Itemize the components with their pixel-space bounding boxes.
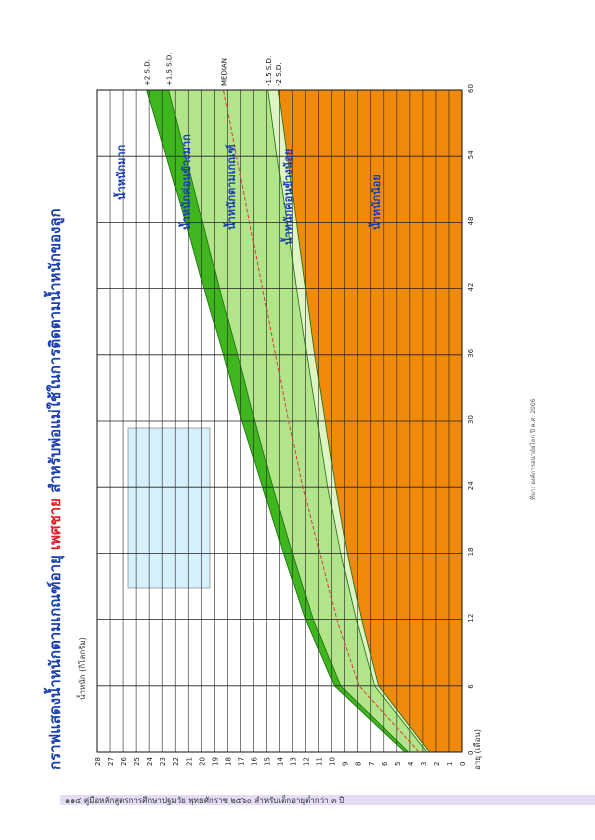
y-tick-label: 18: [224, 757, 232, 766]
y-tick-label: 22: [172, 757, 180, 766]
y-tick-label: 5: [394, 762, 402, 766]
y-tick-label: 8: [355, 762, 363, 766]
y-tick-label: 23: [159, 757, 167, 766]
x-tick-label: 54: [467, 150, 475, 159]
y-tick-label: 12: [303, 757, 311, 766]
plot-frame: [96, 89, 463, 753]
y-tick-label: 16: [250, 757, 258, 766]
y-tick-label: 13: [290, 757, 298, 766]
source-note: ที่มา: องค์การอนามัยโลก ปี ค.ศ. 2006: [529, 398, 537, 500]
series-line: [146, 89, 405, 753]
y-axis-label: น้ำหนัก (กิโลกรัม): [76, 637, 87, 700]
series-label: +2 S.D.: [144, 59, 152, 86]
y-tick-label: 15: [263, 757, 271, 766]
series-label: -1.5 S.D.: [265, 56, 273, 86]
y-tick-label: 14: [277, 757, 285, 766]
y-tick-label: 7: [368, 762, 376, 766]
y-tick-label: 27: [107, 757, 115, 766]
y-tick-label: 17: [237, 757, 245, 766]
x-tick-label: 24: [467, 481, 475, 490]
zone-label: น้ำหนักค่อนข้างมาก: [178, 134, 193, 230]
record-table: [127, 427, 211, 589]
y-tick-label: 20: [198, 757, 206, 766]
x-tick-label: 36: [467, 348, 475, 357]
series-line: [277, 89, 430, 753]
y-tick-label: 1: [446, 762, 454, 766]
x-tick-label: 30: [467, 415, 475, 424]
zone-label: น้ำหนักมาก: [113, 144, 128, 200]
y-tick-label: 25: [133, 757, 141, 766]
chart-title: กราฟแสดงน้ำหนักตามเกณฑ์อายุ เพศชาย สำหรั…: [43, 208, 65, 770]
x-tick-label: 42: [467, 283, 475, 292]
y-tick-label: 24: [146, 757, 154, 766]
series-label: +1.5 S.D.: [166, 52, 174, 86]
x-axis-label: อายุ (เดือน): [473, 729, 482, 770]
series-label: MEDIAN: [220, 58, 228, 86]
title-part: สำหรับพ่อแม่ใช้ในการติดตามน้ำหนักของลูก: [43, 208, 65, 498]
footer: ๑๑๔ คู่มือหลักสูตรการศึกษาปฐมวัย พุทธศัก…: [65, 794, 344, 806]
x-tick-label: 48: [467, 216, 475, 225]
y-tick-label: 21: [185, 757, 193, 766]
series-label: -2 S.D.: [275, 63, 283, 87]
y-tick-label: 9: [342, 762, 350, 766]
x-tick-label: 12: [467, 614, 475, 623]
y-tick-label: 11: [316, 757, 324, 766]
y-tick-label: 19: [211, 757, 219, 766]
series-line: [222, 89, 420, 753]
zone-label: น้ำหนักตามเกณฑ์: [223, 145, 238, 230]
y-tick-label: 10: [329, 757, 337, 766]
y-tick-label: 26: [120, 757, 128, 766]
zone-label: น้ำหนักน้อย: [368, 174, 383, 230]
footer-bar: [60, 795, 595, 805]
y-tick-label: 3: [420, 762, 428, 766]
title-highlight: เพศชาย: [46, 498, 64, 550]
y-tick-label: 28: [94, 757, 102, 766]
y-tick-label: 2: [433, 762, 441, 766]
x-tick-label: 60: [467, 84, 475, 93]
y-tick-label: 4: [407, 761, 415, 766]
x-tick-label: 6: [467, 684, 475, 689]
y-tick-label: 0: [459, 762, 467, 766]
title-part: กราฟแสดงน้ำหนักตามเกณฑ์อายุ: [43, 550, 65, 770]
x-tick-label: 0: [467, 751, 475, 755]
x-tick-label: 18: [467, 547, 475, 556]
y-tick-label: 6: [381, 761, 389, 766]
series-line: [267, 89, 428, 753]
series-line: [168, 89, 409, 753]
zone-label: น้ำหนักค่อนข้างน้อย: [280, 149, 295, 245]
